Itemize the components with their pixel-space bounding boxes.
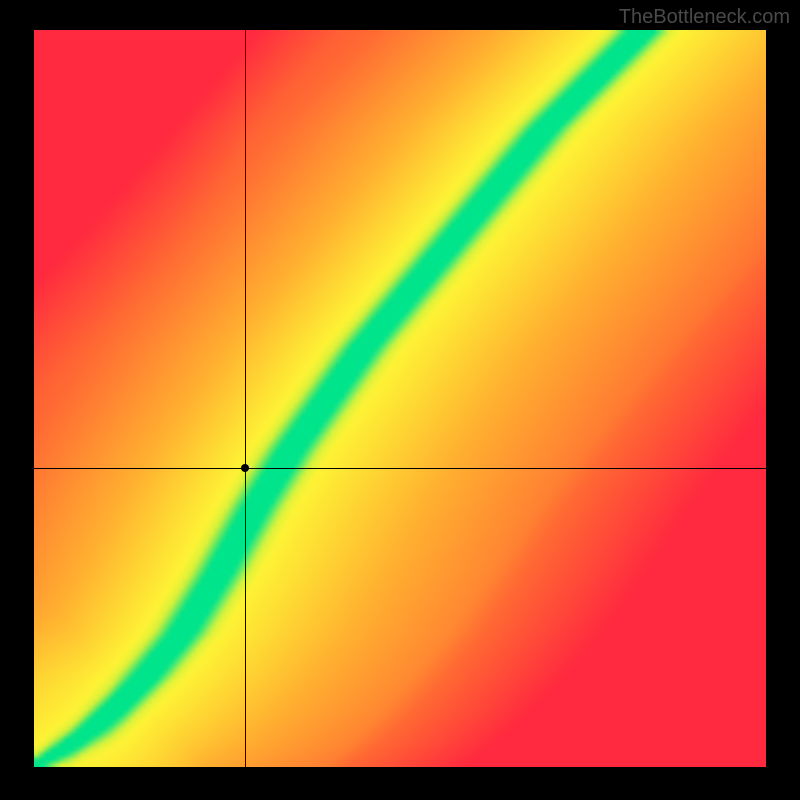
watermark-text: TheBottleneck.com: [619, 6, 790, 29]
crosshair-vertical-line: [245, 30, 246, 767]
heatmap-plot-area: [34, 30, 766, 767]
bottleneck-heatmap-canvas: [34, 30, 766, 767]
crosshair-horizontal-line: [34, 468, 766, 469]
crosshair-marker-dot: [241, 464, 249, 472]
